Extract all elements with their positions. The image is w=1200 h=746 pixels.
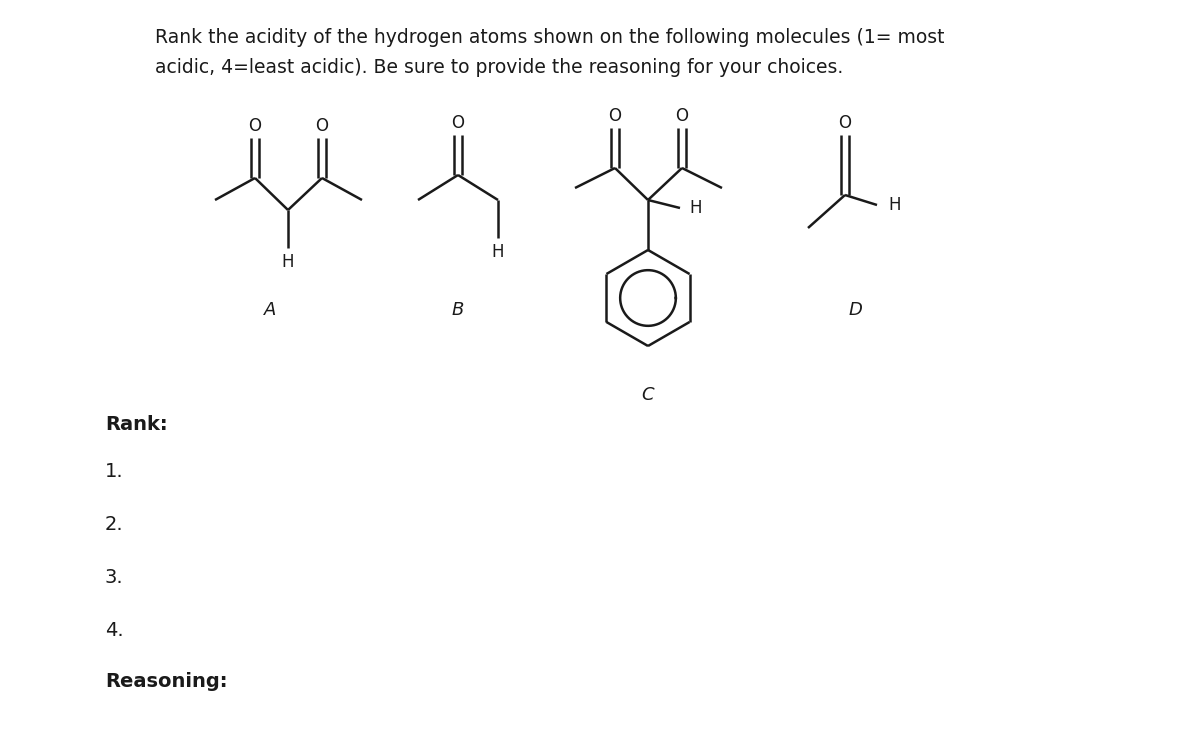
- Text: O: O: [316, 117, 329, 135]
- Text: 1.: 1.: [106, 462, 124, 481]
- Text: H: H: [492, 243, 504, 261]
- Text: C: C: [642, 386, 654, 404]
- Text: Reasoning:: Reasoning:: [106, 672, 228, 691]
- Text: 4.: 4.: [106, 621, 124, 640]
- Text: Rank the acidity of the hydrogen atoms shown on the following molecules (1= most: Rank the acidity of the hydrogen atoms s…: [155, 28, 944, 47]
- Text: O: O: [608, 107, 622, 125]
- Text: H: H: [690, 199, 702, 217]
- Text: O: O: [248, 117, 262, 135]
- Text: B: B: [452, 301, 464, 319]
- Text: D: D: [848, 301, 862, 319]
- Text: H: H: [889, 196, 901, 214]
- Text: O: O: [676, 107, 689, 125]
- Text: O: O: [839, 114, 852, 132]
- Text: O: O: [451, 114, 464, 132]
- Text: acidic, 4=least acidic). Be sure to provide the reasoning for your choices.: acidic, 4=least acidic). Be sure to prov…: [155, 58, 844, 77]
- Text: Rank:: Rank:: [106, 415, 168, 434]
- Text: 3.: 3.: [106, 568, 124, 587]
- Text: H: H: [282, 253, 294, 271]
- Text: 2.: 2.: [106, 515, 124, 534]
- Text: A: A: [264, 301, 276, 319]
